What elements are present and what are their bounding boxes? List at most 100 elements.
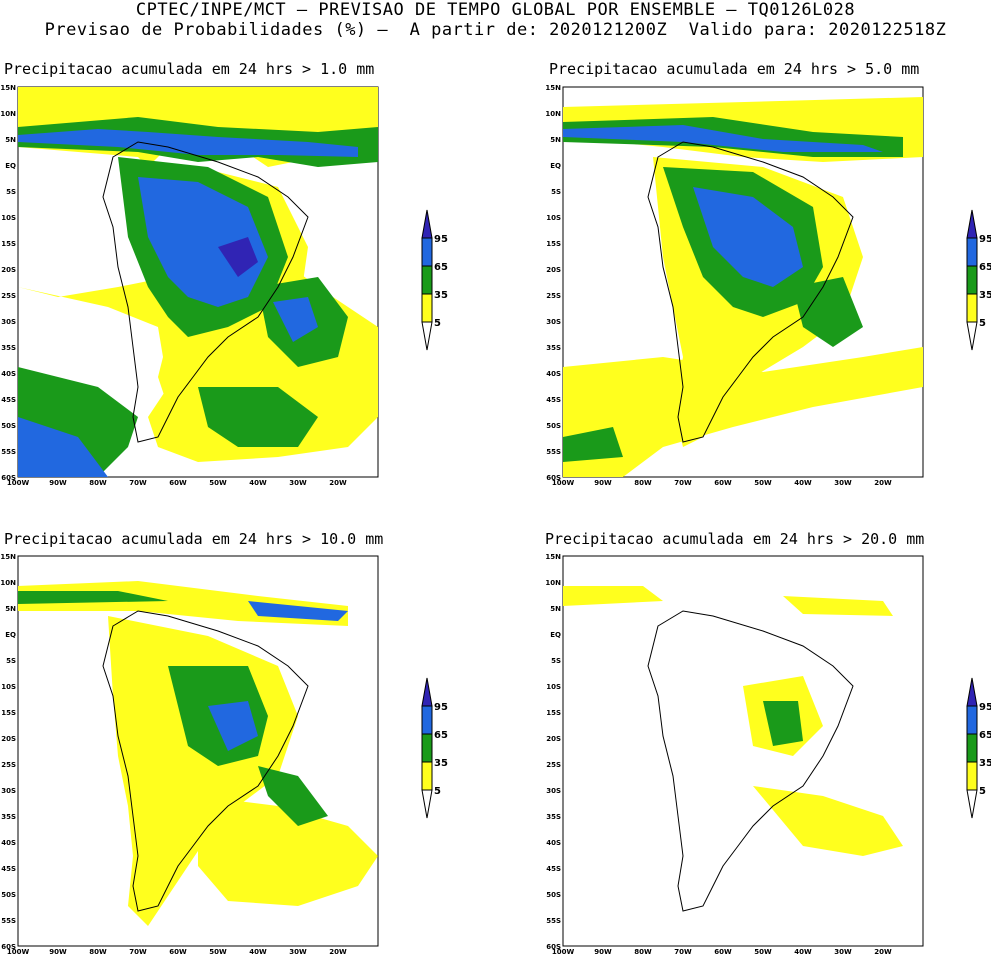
colorbar-level-label: 65 <box>434 730 448 741</box>
panel-2: Precipitacao acumulada em 24 hrs > 5.0 m… <box>545 60 991 490</box>
lat-tick-label: 15S <box>546 240 561 248</box>
lat-tick-label: 50S <box>546 891 561 899</box>
lat-tick-label: 35S <box>546 344 561 352</box>
colorbar <box>966 209 978 351</box>
lon-tick-label: 60W <box>714 479 732 487</box>
colorbar-bottom-arrow <box>421 321 433 351</box>
colorbar-top-arrow <box>421 677 433 707</box>
lon-tick-label: 70W <box>674 948 692 956</box>
lat-tick-label: 15S <box>546 709 561 717</box>
lat-tick-label: 15N <box>545 84 561 92</box>
lat-tick-label: 50S <box>1 422 16 430</box>
lat-tick-label: EQ <box>550 631 561 639</box>
panel-4: Precipitacao acumulada em 24 hrs > 20.0 … <box>545 530 991 960</box>
colorbar-level-label: 35 <box>434 758 448 769</box>
lat-tick-label: 20S <box>1 266 16 274</box>
lat-tick-label: 5S <box>551 657 561 665</box>
colorbar-top-arrow <box>966 209 978 239</box>
lat-tick-label: 30S <box>1 318 16 326</box>
lat-tick-label: 25S <box>1 761 16 769</box>
colorbar-level-label: 95 <box>434 702 448 713</box>
panel-title: Precipitacao acumulada em 24 hrs > 1.0 m… <box>4 60 375 78</box>
colorbar-bottom-arrow <box>421 789 433 819</box>
lon-tick-label: 20W <box>874 479 892 487</box>
lat-tick-label: 20S <box>546 735 561 743</box>
colorbar-swatch <box>966 705 978 735</box>
lon-tick-label: 70W <box>129 479 147 487</box>
lat-tick-label: 15S <box>1 240 16 248</box>
lon-tick-label: 60W <box>169 948 187 956</box>
map-frame <box>562 86 924 478</box>
lat-tick-label: 60S <box>1 474 16 482</box>
lat-tick-label: 15N <box>0 84 16 92</box>
lat-tick-label: 50S <box>546 422 561 430</box>
colorbar-level-label: 5 <box>434 786 441 797</box>
lon-tick-label: 60W <box>169 479 187 487</box>
colorbar <box>421 677 433 819</box>
colorbar-bottom-arrow <box>966 321 978 351</box>
lat-tick-label: 25S <box>546 761 561 769</box>
lat-tick-label: 15S <box>1 709 16 717</box>
colorbar-level-label: 5 <box>979 318 986 329</box>
colorbar-swatch <box>421 293 433 323</box>
lon-tick-label: 20W <box>874 948 892 956</box>
colorbar-swatch <box>421 761 433 791</box>
lon-tick-label: 30W <box>289 479 307 487</box>
colorbar-level-label: 35 <box>979 290 991 301</box>
lon-tick-label: 80W <box>89 948 107 956</box>
lat-tick-label: 30S <box>1 787 16 795</box>
colorbar-swatch <box>966 237 978 267</box>
probability-map <box>562 555 924 947</box>
lon-tick-label: 50W <box>209 479 227 487</box>
lat-tick-label: 10S <box>546 214 561 222</box>
colorbar-swatch <box>421 705 433 735</box>
lon-tick-label: 90W <box>594 948 612 956</box>
lat-tick-label: 35S <box>1 813 16 821</box>
lat-tick-label: 35S <box>546 813 561 821</box>
colorbar-bottom-arrow <box>966 789 978 819</box>
lat-tick-label: 15N <box>0 553 16 561</box>
lat-tick-label: 20S <box>546 266 561 274</box>
panel-title: Precipitacao acumulada em 24 hrs > 20.0 … <box>545 530 925 548</box>
colorbar-level-label: 35 <box>979 758 991 769</box>
panel-3: Precipitacao acumulada em 24 hrs > 10.0 … <box>0 530 470 960</box>
lat-tick-label: 55S <box>1 448 16 456</box>
lon-tick-label: 70W <box>129 948 147 956</box>
map-frame <box>17 86 379 478</box>
colorbar-swatch <box>421 237 433 267</box>
lon-tick-label: 90W <box>49 948 67 956</box>
lon-tick-label: 20W <box>329 948 347 956</box>
lat-tick-label: 40S <box>1 839 16 847</box>
lat-tick-label: 10S <box>1 683 16 691</box>
lat-tick-label: EQ <box>5 162 16 170</box>
colorbar-swatch <box>966 761 978 791</box>
colorbar-level-label: 65 <box>979 262 991 273</box>
lat-tick-label: 60S <box>546 474 561 482</box>
lat-tick-label: EQ <box>550 162 561 170</box>
colorbar-level-label: 65 <box>434 262 448 273</box>
lat-tick-label: 5N <box>550 136 561 144</box>
lat-tick-label: 50S <box>1 891 16 899</box>
probability-map <box>17 86 379 478</box>
colorbar-swatch <box>966 293 978 323</box>
lon-tick-label: 80W <box>89 479 107 487</box>
lon-tick-label: 100W <box>7 479 30 487</box>
lat-tick-label: 40S <box>546 839 561 847</box>
lat-tick-label: 10S <box>1 214 16 222</box>
lat-tick-label: 30S <box>546 318 561 326</box>
panel-1: Precipitacao acumulada em 24 hrs > 1.0 m… <box>0 60 470 490</box>
lat-tick-label: 45S <box>546 396 561 404</box>
lat-tick-label: 55S <box>546 917 561 925</box>
colorbar-swatch <box>421 733 433 763</box>
colorbar-level-label: 35 <box>434 290 448 301</box>
lat-tick-label: 15N <box>545 553 561 561</box>
colorbar <box>966 677 978 819</box>
lon-tick-label: 100W <box>552 479 575 487</box>
lat-tick-label: 10N <box>545 110 561 118</box>
lon-tick-label: 40W <box>794 948 812 956</box>
lat-tick-label: 40S <box>1 370 16 378</box>
header-line-2: Previsao de Probabilidades (%) – A parti… <box>44 20 947 40</box>
header-line-1: CPTEC/INPE/MCT – PREVISAO DE TEMPO GLOBA… <box>135 0 856 20</box>
lat-tick-label: 20S <box>1 735 16 743</box>
lon-tick-label: 50W <box>754 948 772 956</box>
